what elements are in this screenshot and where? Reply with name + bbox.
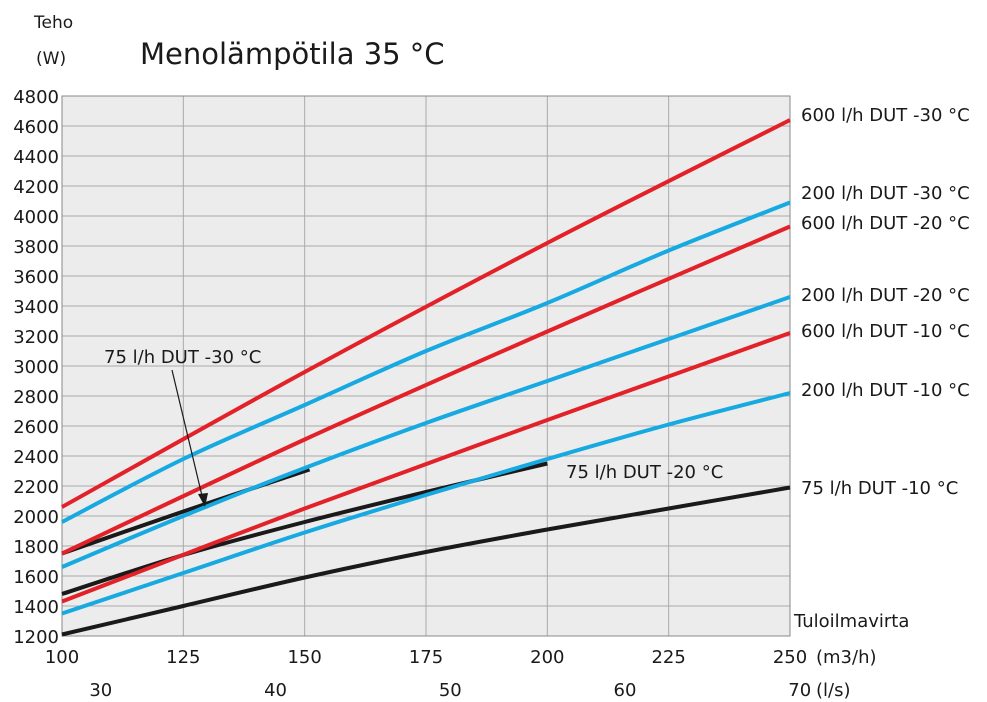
series-label: 75 l/h DUT -30 °C <box>104 347 261 368</box>
series-line <box>61 485 791 637</box>
series-label: 200 l/h DUT -20 °C <box>801 285 970 306</box>
series-label: 600 l/h DUT -10 °C <box>801 321 970 342</box>
y-tick-label: 3800 <box>13 237 59 258</box>
series-label: 75 l/h DUT -10 °C <box>801 478 958 499</box>
x-tick-label: 225 <box>651 647 685 668</box>
y-axis-label-line2: (W) <box>36 49 66 69</box>
series-group <box>61 118 791 637</box>
x-tick-labels: 100 125 150 175 200 225 250 <box>45 647 807 668</box>
series-label: 200 l/h DUT -30 °C <box>801 183 970 204</box>
y-tick-label: 1600 <box>13 567 59 588</box>
series-labels: 600 l/h DUT -30 °C 200 l/h DUT -30 °C 600 … <box>104 105 970 507</box>
y-tick-label: 4600 <box>13 117 59 138</box>
series-line <box>61 331 791 604</box>
x-tick-label: 150 <box>287 647 321 668</box>
x-tick-label: 250 <box>773 647 807 668</box>
x-tick-label: 125 <box>166 647 200 668</box>
chart-title: Menolämpötila 35 °C <box>140 37 445 71</box>
y-tick-label: 2800 <box>13 387 59 408</box>
annotation-arrowhead <box>198 493 208 507</box>
series-line <box>61 200 791 524</box>
y-tick-label: 2200 <box>13 477 59 498</box>
y-tick-label: 1400 <box>13 597 59 618</box>
y-tick-label: 2400 <box>13 447 59 468</box>
x2-tick-label: 40 <box>264 680 287 701</box>
y-tick-label: 2000 <box>13 507 59 528</box>
x2-tick-labels: 30 40 50 60 70 <box>89 680 811 701</box>
y-tick-label: 1800 <box>13 537 59 558</box>
y-tick-label: 2600 <box>13 417 59 438</box>
series-label: 200 l/h DUT -10 °C <box>801 380 970 401</box>
x-tick-label: 100 <box>45 647 79 668</box>
y-tick-label: 1200 <box>13 627 59 648</box>
y-tick-label: 4200 <box>13 177 59 198</box>
y-tick-label: 3400 <box>13 297 59 318</box>
plot-frame <box>61 95 791 637</box>
x-axis-unit-secondary: (l/s) <box>816 680 851 701</box>
y-tick-label: 3600 <box>13 267 59 288</box>
x2-tick-label: 60 <box>614 680 637 701</box>
series-label: 600 l/h DUT -20 °C <box>801 213 970 234</box>
x-axis-label: Tuloilmavirta <box>793 611 909 632</box>
series-line <box>61 224 791 556</box>
y-tick-labels: 1200 1400 1600 1800 2000 2200 2400 2600 2800 3000… <box>13 87 59 648</box>
x2-tick-label: 30 <box>89 680 112 701</box>
y-tick-label: 4800 <box>13 87 59 108</box>
series-label: 75 l/h DUT -20 °C <box>566 462 723 483</box>
series-line <box>61 118 791 509</box>
x-tick-label: 200 <box>530 647 564 668</box>
annotation-arrow-line <box>171 369 204 501</box>
x2-tick-label: 70 <box>788 680 811 701</box>
y-tick-label: 3200 <box>13 327 59 348</box>
x-axis-unit-primary: (m3/h) <box>816 647 877 668</box>
y-axis-label-line1: Teho <box>33 13 73 33</box>
series-label: 600 l/h DUT -30 °C <box>801 105 970 126</box>
y-tick-label: 4000 <box>13 207 59 228</box>
y-tick-label: 4400 <box>13 147 59 168</box>
series-line <box>61 295 791 569</box>
y-tick-label: 3000 <box>13 357 59 378</box>
series-line <box>61 391 791 616</box>
x-tick-label: 175 <box>409 647 443 668</box>
x2-tick-label: 50 <box>439 680 462 701</box>
